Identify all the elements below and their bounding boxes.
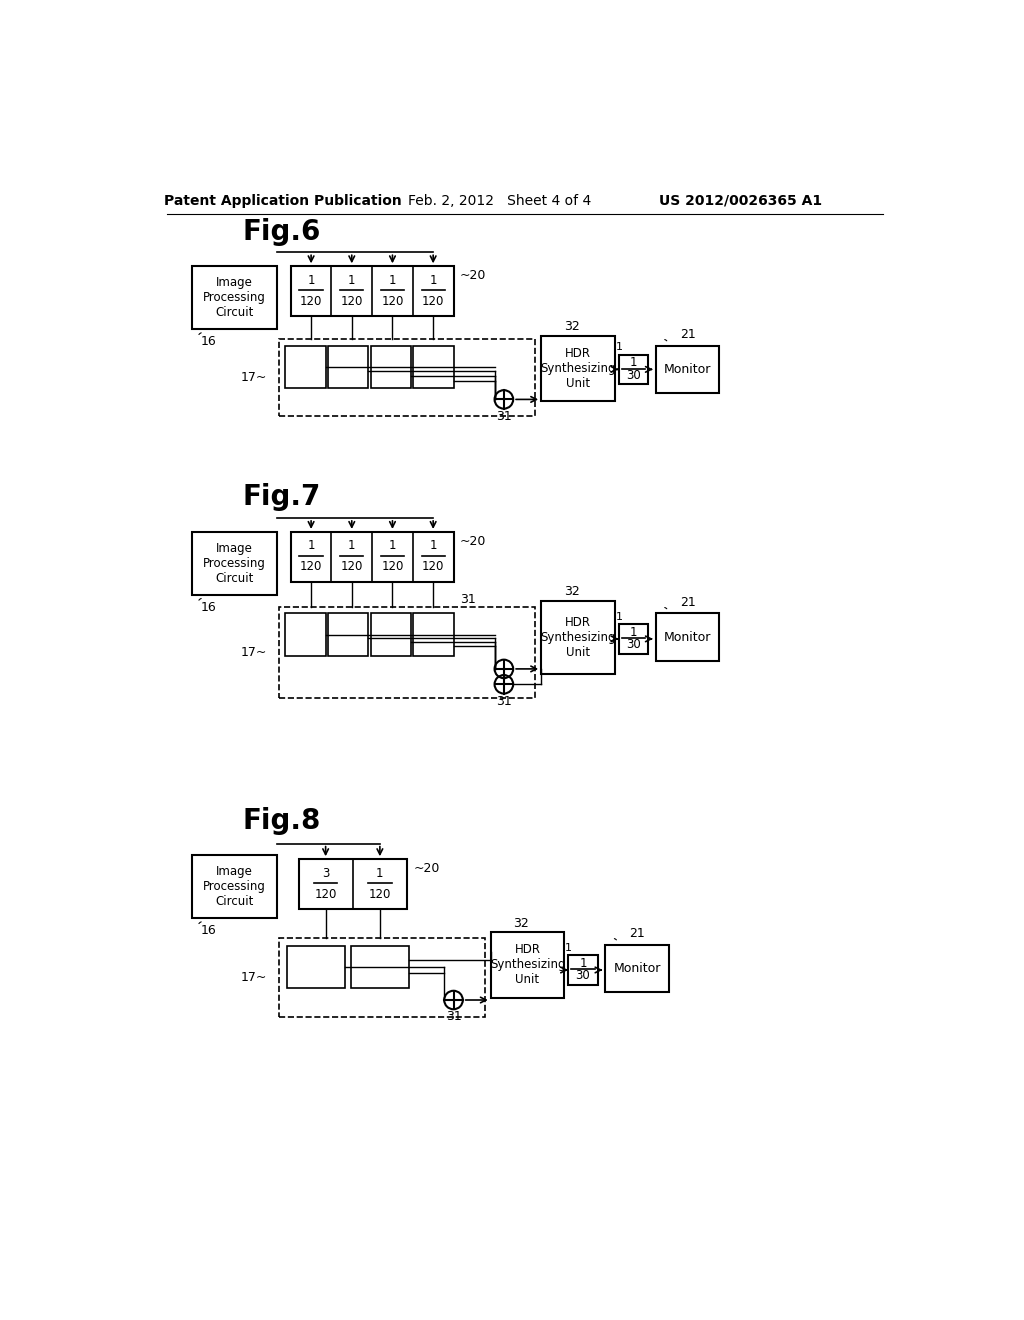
Text: Fig.6: Fig.6 xyxy=(243,218,322,246)
Text: 120: 120 xyxy=(341,561,362,573)
Bar xyxy=(541,335,614,401)
Bar xyxy=(286,346,326,388)
Text: Image
Processing
Circuit: Image Processing Circuit xyxy=(203,276,265,319)
Bar xyxy=(655,346,719,393)
Text: 120: 120 xyxy=(300,561,323,573)
Text: 1: 1 xyxy=(429,540,437,552)
Text: 16: 16 xyxy=(201,601,217,614)
Text: 1: 1 xyxy=(348,273,355,286)
Text: 31: 31 xyxy=(496,409,512,422)
Text: US 2012/0026365 A1: US 2012/0026365 A1 xyxy=(658,194,822,207)
Text: 32: 32 xyxy=(564,585,580,598)
Text: 31: 31 xyxy=(460,593,475,606)
Text: 1: 1 xyxy=(630,356,637,370)
Text: 31: 31 xyxy=(445,1010,462,1023)
Text: Patent Application Publication: Patent Application Publication xyxy=(164,194,401,207)
Text: 120: 120 xyxy=(422,561,444,573)
Text: 120: 120 xyxy=(341,294,362,308)
Text: 1: 1 xyxy=(565,942,572,953)
Bar xyxy=(280,939,484,1016)
Text: 1: 1 xyxy=(389,273,396,286)
Text: 1: 1 xyxy=(389,540,396,552)
Bar xyxy=(291,532,454,582)
Text: 1: 1 xyxy=(630,626,637,639)
Text: ~20: ~20 xyxy=(414,862,439,875)
Text: Feb. 2, 2012   Sheet 4 of 4: Feb. 2, 2012 Sheet 4 of 4 xyxy=(409,194,592,207)
Bar xyxy=(371,614,411,656)
Text: 30: 30 xyxy=(626,368,641,381)
Bar xyxy=(605,945,669,993)
Text: Image
Processing
Circuit: Image Processing Circuit xyxy=(203,866,265,908)
Text: 16: 16 xyxy=(201,924,217,937)
Text: Monitor: Monitor xyxy=(613,962,660,975)
Text: 32: 32 xyxy=(564,319,580,333)
Text: 21: 21 xyxy=(680,597,695,610)
Bar xyxy=(280,607,535,698)
Text: 120: 120 xyxy=(381,294,403,308)
Bar xyxy=(655,614,719,661)
Text: 17~: 17~ xyxy=(241,647,267,659)
Text: HDR
Synthesizing
Unit: HDR Synthesizing Unit xyxy=(540,347,615,389)
Bar xyxy=(328,614,369,656)
Text: 120: 120 xyxy=(369,887,391,900)
Bar xyxy=(618,624,648,653)
Bar xyxy=(568,956,598,985)
Bar xyxy=(299,859,407,909)
Bar xyxy=(280,339,535,416)
Text: Monitor: Monitor xyxy=(664,631,712,644)
Text: 1: 1 xyxy=(615,342,623,352)
Bar xyxy=(618,355,648,384)
Text: 17~: 17~ xyxy=(241,972,267,985)
Text: 32: 32 xyxy=(513,916,529,929)
Text: 1: 1 xyxy=(307,273,314,286)
Text: 1: 1 xyxy=(429,273,437,286)
Bar xyxy=(541,601,614,675)
Text: 31: 31 xyxy=(496,694,512,708)
Bar xyxy=(351,946,410,989)
Bar xyxy=(286,614,326,656)
Bar xyxy=(328,346,369,388)
Text: ~20: ~20 xyxy=(460,269,486,282)
Bar xyxy=(371,346,411,388)
Text: 120: 120 xyxy=(300,294,323,308)
Text: 1: 1 xyxy=(376,867,384,879)
Bar xyxy=(287,946,345,989)
Bar xyxy=(191,855,276,919)
Text: 21: 21 xyxy=(680,329,695,342)
Text: 17~: 17~ xyxy=(241,371,267,384)
Bar xyxy=(191,267,276,330)
Text: 120: 120 xyxy=(381,561,403,573)
Bar xyxy=(414,346,454,388)
Text: HDR
Synthesizing
Unit: HDR Synthesizing Unit xyxy=(489,944,565,986)
Bar xyxy=(414,614,454,656)
Text: Monitor: Monitor xyxy=(664,363,712,376)
Text: 120: 120 xyxy=(314,887,337,900)
Text: 1: 1 xyxy=(615,611,623,622)
Text: 16: 16 xyxy=(201,335,217,348)
Text: 120: 120 xyxy=(422,294,444,308)
Text: 3: 3 xyxy=(322,867,330,879)
Text: 21: 21 xyxy=(630,927,645,940)
Text: Image
Processing
Circuit: Image Processing Circuit xyxy=(203,543,265,585)
Text: HDR
Synthesizing
Unit: HDR Synthesizing Unit xyxy=(540,616,615,659)
Bar xyxy=(291,267,454,317)
Text: 30: 30 xyxy=(626,639,641,651)
Text: 30: 30 xyxy=(575,969,590,982)
Text: 1: 1 xyxy=(307,540,314,552)
Text: 1: 1 xyxy=(348,540,355,552)
Text: ~20: ~20 xyxy=(460,535,486,548)
Text: 1: 1 xyxy=(580,957,587,970)
Text: Fig.7: Fig.7 xyxy=(243,483,322,511)
Bar xyxy=(191,532,276,595)
Text: Fig.8: Fig.8 xyxy=(243,807,322,834)
Bar xyxy=(490,932,564,998)
